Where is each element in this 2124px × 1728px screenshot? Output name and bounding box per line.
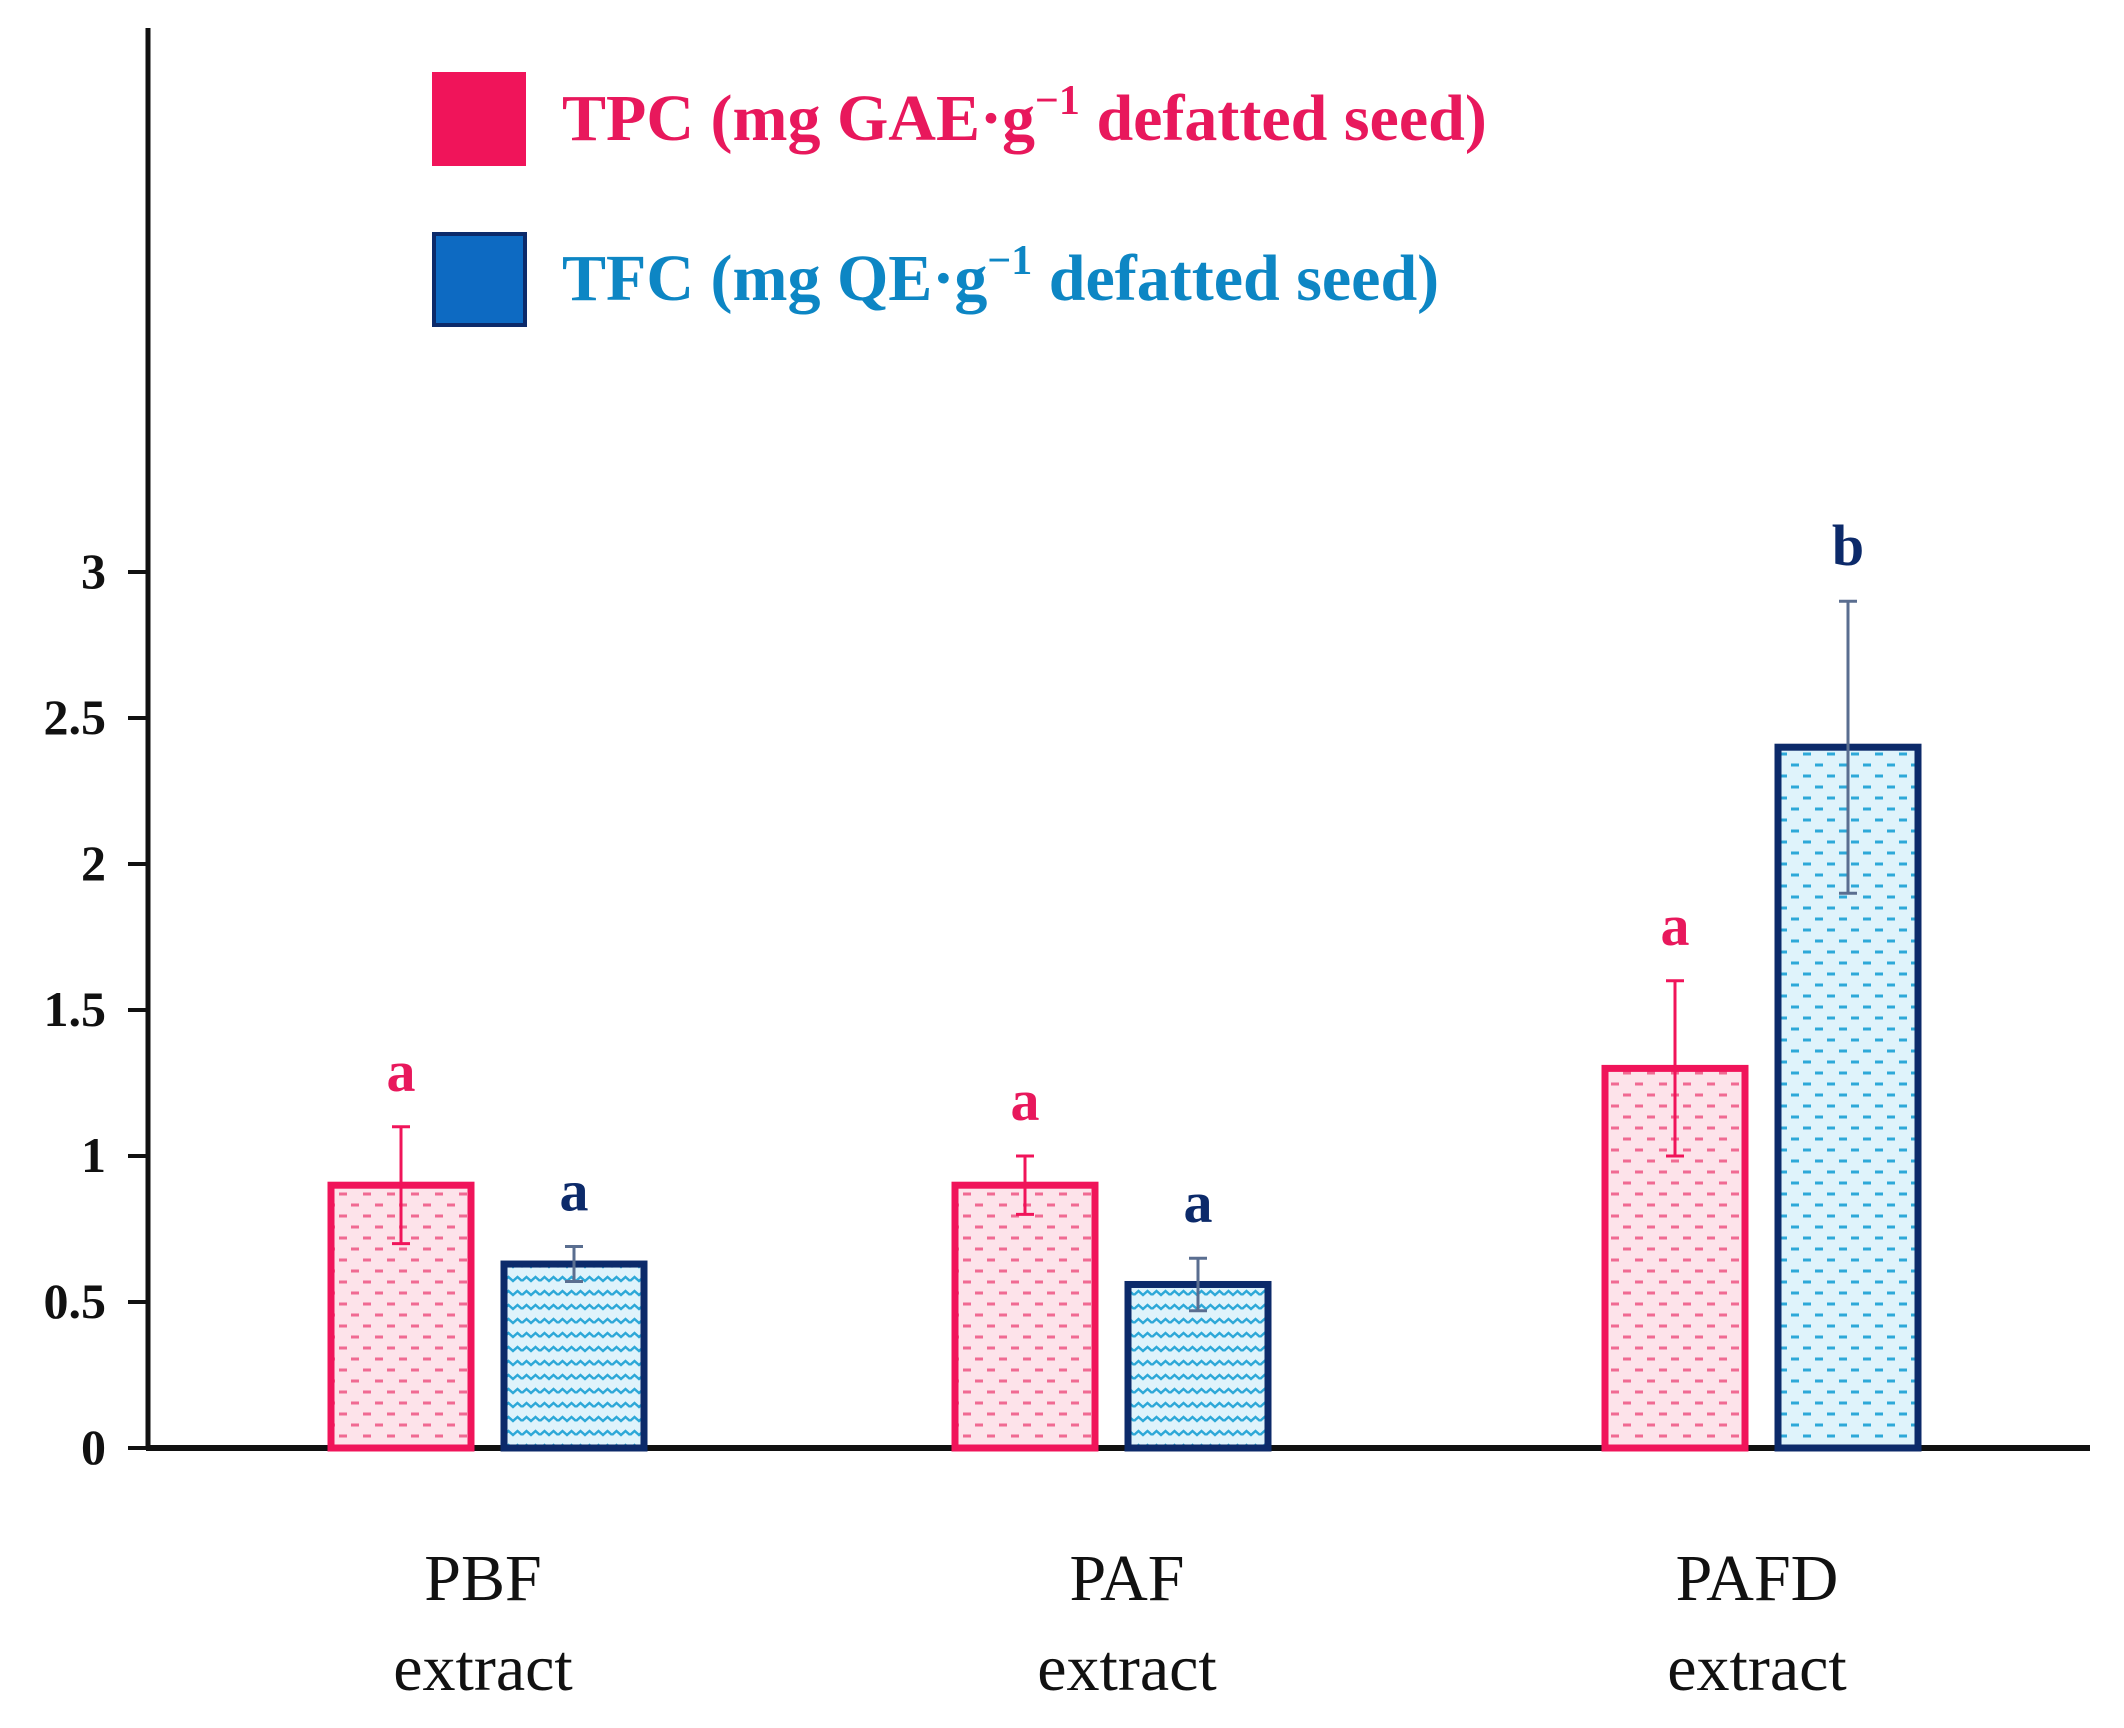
category-sublabel: extract [393,1632,573,1705]
y-tick-label: 1.5 [44,981,107,1037]
legend-swatch-tfc [432,232,527,327]
significance-label: b [1832,513,1864,578]
category-sublabel: extract [1037,1632,1217,1705]
significance-label: a [560,1159,589,1224]
significance-label: a [1184,1170,1213,1235]
category-sublabel: extract [1667,1632,1847,1705]
y-tick-label: 2 [81,835,106,891]
y-tick-label: 2.5 [44,689,107,745]
y-tick-label: 1 [81,1127,106,1183]
category-labels: PBF extract PAF extract PAFD extract [393,1542,1847,1705]
y-ticks: 0 0.5 1 1.5 2 2.5 3 [44,543,148,1475]
y-tick-label: 3 [81,543,106,599]
bar-tfc-0 [500,1260,648,1452]
category-label: PAF [1069,1542,1184,1615]
bar-tpc-1 [951,1181,1099,1452]
significance-label: a [387,1039,416,1104]
category-label: PAFD [1676,1542,1839,1615]
legend: TPC (mg GAE·g−1 defatted seed) TFC (mg Q… [432,72,1487,327]
y-tick-label: 0.5 [44,1273,107,1329]
legend-label-tpc: TPC (mg GAE·g−1 defatted seed) [562,78,1487,155]
significance-label: a [1661,893,1690,958]
bars: a a a a a b [327,513,1922,1452]
legend-item-tpc: TPC (mg GAE·g−1 defatted seed) [432,72,1487,166]
legend-swatch-tpc [432,72,526,166]
significance-label: a [1011,1068,1040,1133]
y-tick-label: 0 [81,1419,106,1475]
legend-label-tfc: TFC (mg QE·g−1 defatted seed) [562,238,1439,315]
legend-item-tfc: TFC (mg QE·g−1 defatted seed) [432,232,1439,327]
category-label: PBF [424,1542,541,1615]
